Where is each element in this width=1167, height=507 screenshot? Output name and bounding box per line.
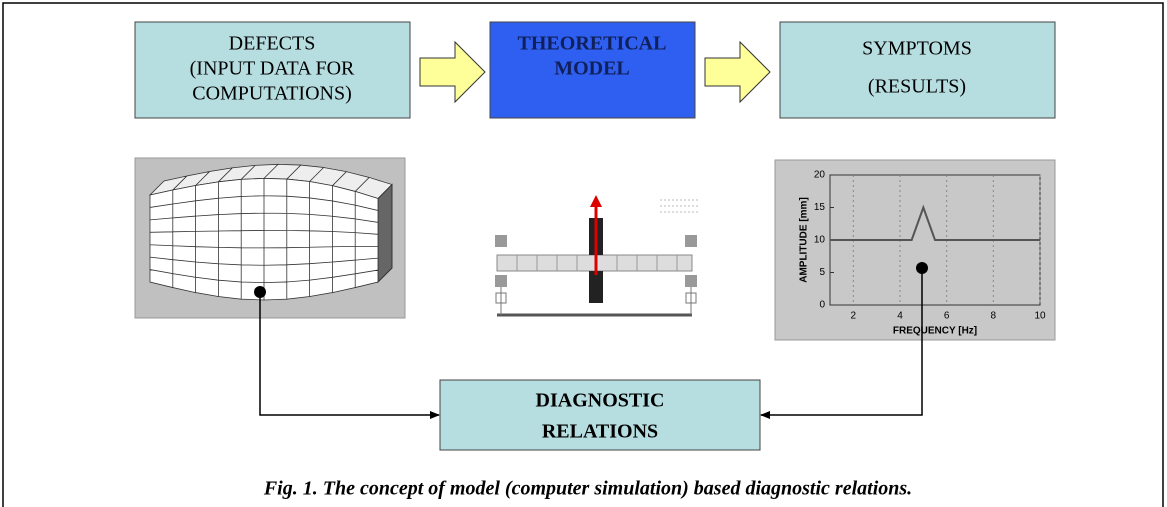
y-tick-label: 15 xyxy=(814,202,826,213)
page: DEFECTS (INPUT DATA FOR COMPUTATIONS) TH… xyxy=(0,0,1167,507)
y-axis-label: AMPLITUDE [mm] xyxy=(799,197,810,283)
box-text: (INPUT DATA FOR xyxy=(190,58,355,80)
legend-lines xyxy=(660,200,700,212)
box-text: THEORETICAL xyxy=(518,33,667,55)
arrow xyxy=(705,42,770,102)
box-text: COMPUTATIONS) xyxy=(192,83,352,105)
mesh-model xyxy=(150,164,392,300)
box-shape xyxy=(780,22,1055,118)
box-text: MODEL xyxy=(554,58,630,80)
force-head xyxy=(590,195,602,207)
symptoms-box: SYMPTOMS (RESULTS) xyxy=(780,22,1055,118)
arrow xyxy=(420,42,485,102)
box-text: DEFECTS xyxy=(229,33,316,55)
y-tick-label: 10 xyxy=(814,235,826,246)
x-tick-label: 4 xyxy=(897,311,903,322)
bearing xyxy=(495,235,507,247)
beam-model xyxy=(495,195,700,315)
y-tick-label: 5 xyxy=(819,267,825,278)
x-tick-label: 2 xyxy=(851,311,857,322)
bearing xyxy=(685,235,697,247)
x-tick-label: 6 xyxy=(944,311,950,322)
box-text: (RESULTS) xyxy=(868,76,966,98)
x-tick-label: 8 xyxy=(991,311,997,322)
y-tick-label: 0 xyxy=(819,300,825,311)
bearing xyxy=(495,275,507,287)
diagnostic-box: DIAGNOSTIC RELATIONS xyxy=(440,380,760,450)
box-text: SYMPTOMS xyxy=(862,38,972,60)
mesh-front xyxy=(150,178,378,300)
disk xyxy=(589,271,603,303)
box-text: RELATIONS xyxy=(542,421,658,443)
defects-box: DEFECTS (INPUT DATA FOR COMPUTATIONS) xyxy=(135,22,410,118)
diagram: DEFECTS (INPUT DATA FOR COMPUTATIONS) TH… xyxy=(0,0,1167,507)
x-axis-label: FREQUENCY [Hz] xyxy=(893,326,977,337)
bearing xyxy=(685,275,697,287)
model-box: THEORETICAL MODEL xyxy=(490,22,695,118)
y-tick-label: 20 xyxy=(814,170,826,181)
x-tick-label: 10 xyxy=(1034,311,1046,322)
box-text: DIAGNOSTIC xyxy=(536,390,665,412)
caption: Fig. 1. The concept of model (computer s… xyxy=(263,478,912,500)
mesh-side xyxy=(378,185,392,282)
